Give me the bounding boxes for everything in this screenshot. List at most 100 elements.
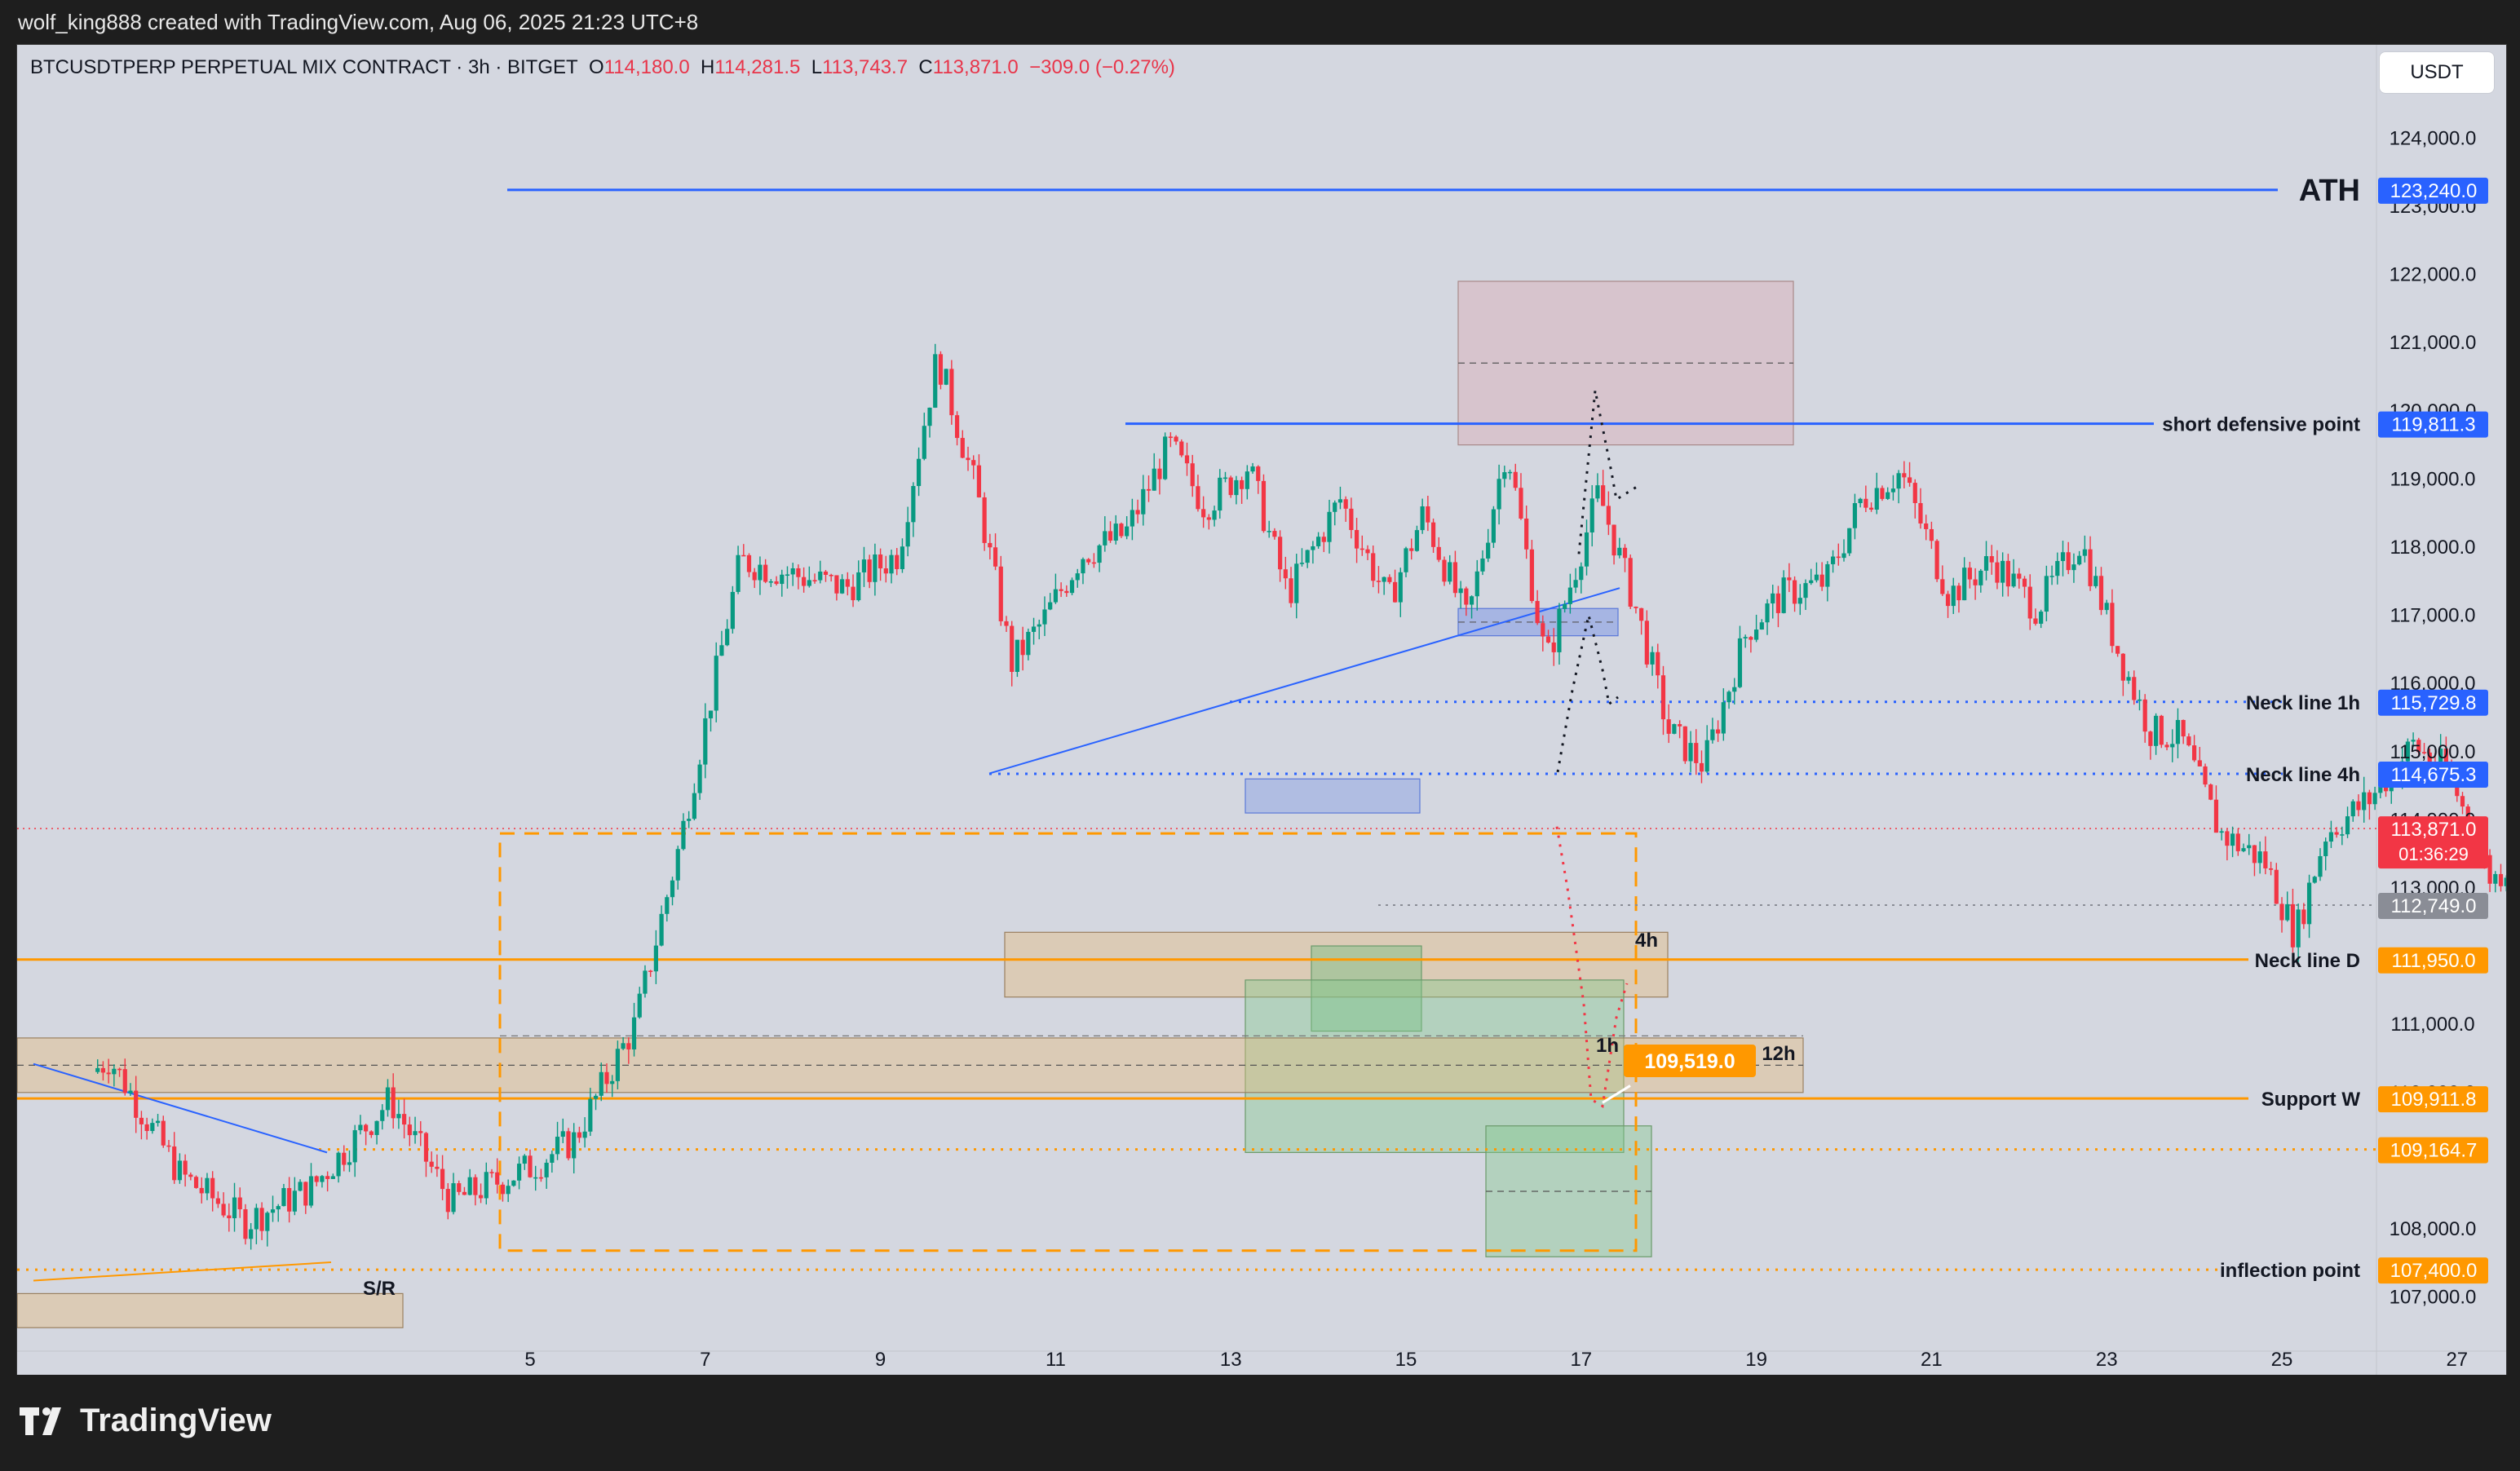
- candle-body: [2487, 855, 2492, 884]
- candle-body: [1037, 624, 1041, 627]
- candle-body: [2356, 801, 2361, 811]
- candle-body: [2318, 855, 2323, 877]
- candle-body: [1886, 492, 1890, 499]
- candle-body: [1617, 547, 1622, 556]
- level-label: ATH: [2299, 174, 2360, 208]
- candle-body: [976, 465, 982, 497]
- candle-body: [402, 1114, 407, 1125]
- candle-body: [938, 354, 944, 385]
- candle-body: [1250, 466, 1255, 472]
- candle-body: [550, 1154, 555, 1163]
- candle-body: [659, 913, 664, 946]
- candle-body: [823, 571, 829, 575]
- candle-body: [500, 1184, 506, 1195]
- candle-body: [588, 1098, 593, 1132]
- candle-body: [1212, 510, 1217, 520]
- candle-body: [2082, 549, 2087, 556]
- candle-body: [1245, 471, 1249, 489]
- candle-body: [1119, 523, 1124, 537]
- candle-body: [1545, 636, 1551, 643]
- candle-body: [1190, 463, 1195, 487]
- candle-body: [1710, 729, 1715, 740]
- close-label: C: [918, 56, 933, 78]
- candle-body: [2498, 873, 2504, 886]
- candle-body: [2345, 816, 2350, 835]
- candle-body: [287, 1188, 292, 1212]
- candle-body: [2154, 715, 2159, 746]
- candle-body: [2350, 801, 2355, 817]
- candle-body: [1168, 436, 1173, 439]
- candle-body: [1650, 652, 1655, 665]
- candle-body: [199, 1187, 204, 1194]
- candle-body: [407, 1124, 412, 1136]
- target-tag: [1624, 1045, 1756, 1077]
- zone-label: S/R: [363, 1278, 396, 1300]
- candle-body: [2274, 869, 2279, 904]
- candle-body: [631, 1017, 637, 1050]
- currency-button[interactable]: USDT: [2379, 51, 2495, 94]
- chart-canvas[interactable]: 57911131517192123252729Aug35791113151719…: [17, 45, 2506, 1376]
- candle-body: [796, 568, 801, 577]
- candle-body: [653, 945, 658, 972]
- candle-body: [270, 1209, 276, 1213]
- credit-bar: wolf_king888 created with TradingView.co…: [0, 0, 2520, 44]
- candle-body: [1409, 548, 1414, 551]
- candle-body: [670, 880, 675, 898]
- price-tag: [2378, 689, 2488, 716]
- candle-body: [2203, 766, 2208, 785]
- candle-body: [818, 571, 823, 581]
- candle-body: [2328, 832, 2334, 842]
- candle-body: [2279, 903, 2284, 921]
- candle-body: [1267, 531, 1271, 532]
- candle-body: [336, 1152, 341, 1177]
- candle-body: [259, 1208, 264, 1231]
- y-tick-label: 118,000.0: [2390, 537, 2476, 559]
- candle-body: [1825, 563, 1830, 587]
- candle-body: [2367, 792, 2372, 805]
- candle-body: [1962, 568, 1967, 601]
- candle-body: [1951, 585, 1956, 607]
- candle-body: [2142, 699, 2147, 732]
- candle-body: [1042, 609, 1047, 625]
- chart-pane[interactable]: 57911131517192123252729Aug35791113151719…: [16, 44, 2507, 1376]
- candle-body: [1218, 477, 1222, 511]
- candle-body: [314, 1176, 319, 1182]
- candle-body: [1529, 549, 1534, 602]
- candle-body: [1682, 726, 1687, 762]
- candle-body: [1918, 502, 1923, 523]
- candle-body: [763, 564, 768, 582]
- tradingview-brand: TradingView: [80, 1403, 272, 1438]
- candle-body: [998, 566, 1003, 621]
- open-value: 114,180.0: [603, 56, 690, 78]
- candle-body: [1398, 572, 1403, 603]
- projection-path-down: [1555, 826, 1629, 1108]
- candle-body: [232, 1197, 237, 1218]
- candle-body: [166, 1145, 171, 1147]
- candle-body: [2098, 576, 2104, 611]
- candle-body: [2306, 882, 2312, 925]
- candle-body: [714, 656, 718, 711]
- candle-body: [1880, 488, 1885, 499]
- x-tick-label: 25: [2271, 1349, 2293, 1371]
- x-tick-label: 23: [2096, 1349, 2118, 1371]
- candle-body: [1563, 603, 1567, 609]
- y-tick-label: 107,000.0: [2390, 1287, 2477, 1309]
- candle-body: [1716, 729, 1721, 734]
- level-label: Neck line 1h: [2246, 692, 2360, 714]
- price-tag: [2378, 1137, 2488, 1164]
- candle-body: [1206, 517, 1211, 520]
- candle-body: [1656, 652, 1660, 676]
- candle-body: [1426, 506, 1430, 523]
- candle-body: [276, 1206, 281, 1210]
- candle-body: [1316, 537, 1321, 546]
- candle-body: [1995, 562, 2000, 583]
- candle-body: [205, 1177, 210, 1194]
- candle-body: [2088, 549, 2093, 586]
- candle-body: [1978, 570, 1983, 585]
- candle-body: [834, 575, 839, 594]
- candle-body: [1349, 508, 1354, 531]
- candle-body: [2033, 618, 2038, 624]
- candle-body: [895, 554, 900, 569]
- candle-body: [1847, 528, 1852, 554]
- candle-body: [758, 564, 763, 581]
